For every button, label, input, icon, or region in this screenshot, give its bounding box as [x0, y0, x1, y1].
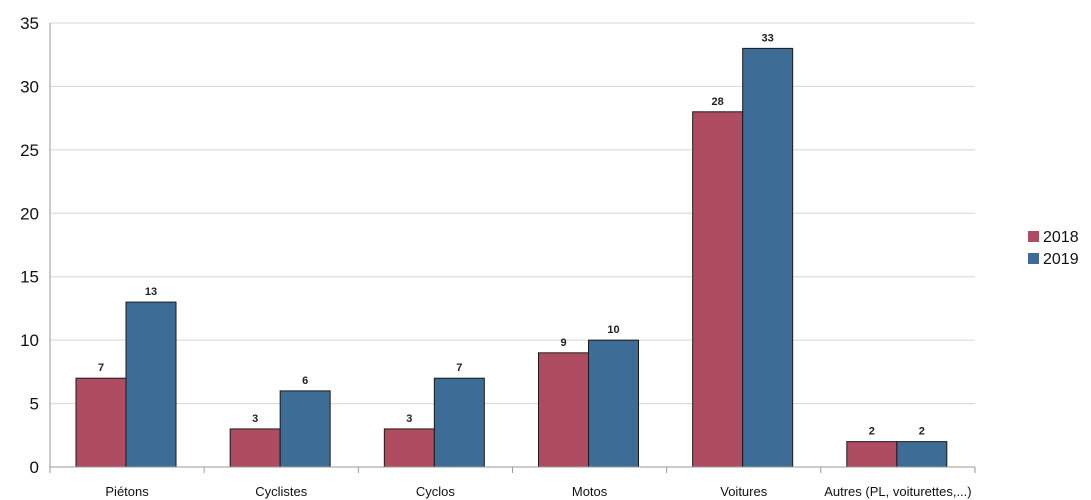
bar-2018-5 [846, 441, 898, 468]
legend-label: 2019 [1043, 251, 1079, 268]
bar-2018-0 [75, 377, 127, 468]
x-category-label: Voitures [720, 484, 767, 499]
data-label: 3 [406, 413, 412, 425]
data-label: 10 [607, 324, 619, 336]
data-label: 28 [712, 96, 724, 108]
y-tick-label: 0 [30, 458, 39, 477]
y-tick-label: 25 [20, 141, 39, 160]
data-label: 13 [145, 286, 157, 298]
bar-2018-2 [383, 428, 435, 468]
y-tick-label: 5 [30, 395, 39, 414]
y-tick-label: 10 [20, 331, 39, 350]
y-tick-label: 20 [20, 204, 39, 223]
bar-2019-0 [125, 301, 177, 468]
bar-2019-4 [742, 47, 794, 468]
bar-2019-3 [588, 339, 639, 468]
data-label: 7 [456, 362, 462, 374]
x-category-label: Piétons [105, 484, 149, 499]
legend: 2018 2019 [1028, 229, 1079, 268]
bars [75, 47, 948, 468]
data-label: 3 [252, 413, 258, 425]
legend-swatch-2019 [1028, 253, 1039, 264]
x-category-label: Cyclistes [255, 484, 308, 499]
bar-2019-5 [896, 441, 948, 468]
data-label: 6 [302, 375, 308, 387]
data-label: 2 [869, 426, 875, 438]
bar-2019-2 [433, 377, 485, 468]
y-tick-label: 30 [20, 77, 39, 96]
data-label: 33 [762, 32, 774, 44]
grid-lines [50, 22, 975, 405]
labels: 0 5 10 15 20 25 30 35 Piétons 7 13 Cyclistes 3 6 Cyclo… [20, 14, 972, 499]
bar-2018-1 [229, 428, 281, 468]
x-category-label: Cyclos [416, 484, 456, 499]
x-category-label: Motos [572, 484, 608, 499]
x-category-label: Autres (PL, voiturettes,...) [824, 484, 971, 499]
data-label: 7 [98, 362, 104, 374]
bar-2018-3 [538, 352, 589, 468]
legend-label: 2018 [1043, 229, 1079, 246]
bar-2019-1 [279, 390, 331, 468]
data-label: 2 [919, 426, 925, 438]
y-tick-label: 35 [20, 14, 39, 33]
axes [49, 23, 976, 473]
bar-2018-4 [692, 111, 744, 468]
data-label: 9 [560, 337, 566, 349]
y-tick-label: 15 [20, 268, 39, 287]
legend-swatch-2018 [1028, 231, 1039, 242]
